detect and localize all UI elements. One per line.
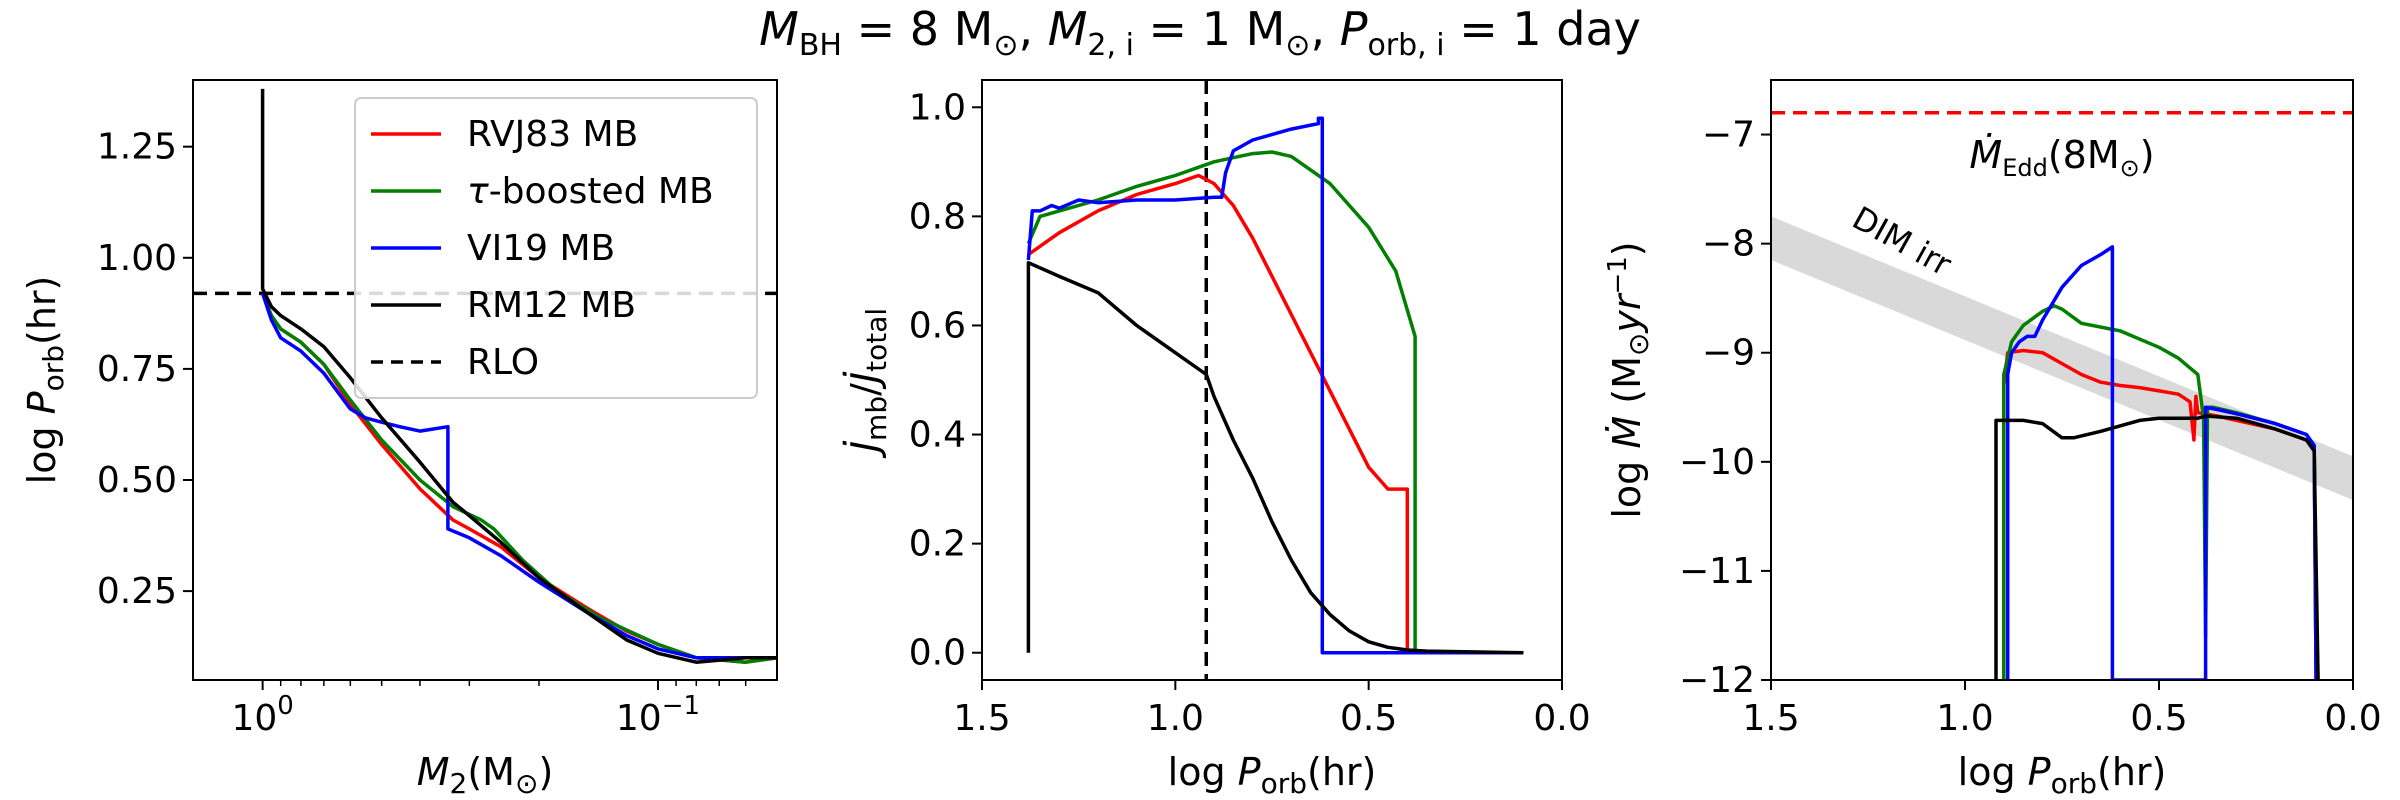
panel-2-frame — [981, 79, 1563, 681]
legend-label: RLO — [467, 342, 539, 383]
y-tick-label: 0.2 — [909, 524, 966, 565]
panel-porb-vs-m2: 0.25 0.50 0.75 1.00 1.25 100 10−1 RVJ83 MB τ-bo… — [20, 79, 778, 800]
legend-box — [354, 97, 758, 399]
x-tick-label: 0.0 — [2324, 698, 2381, 739]
panel-2-ticks: 0.0 0.2 0.4 0.6 0.8 1.0 1.5 1.0 0.5 0.0 — [909, 87, 1591, 739]
y-tick-label: 0.8 — [909, 196, 966, 237]
x-tick-label: 0.5 — [2130, 698, 2187, 739]
panel-mdot: −12 −11 −10 −9 −8 −7 1.5 1.0 0.5 0.0 log Porb(hr)… — [1603, 79, 2382, 800]
y-tick-label: −7 — [1702, 115, 1755, 156]
x-tick-label: 1.5 — [953, 698, 1010, 739]
y-tick-label: 0.4 — [909, 415, 966, 456]
x-tick-label: 100 — [231, 691, 293, 739]
x-tick-label: 1.5 — [1742, 698, 1799, 739]
series-rm12-mb — [1026, 260, 1524, 655]
y-tick-label: −9 — [1702, 333, 1755, 374]
x-tick-label: 1.0 — [1147, 698, 1204, 739]
y-tick-label: −10 — [1679, 442, 1755, 483]
y-tick-label: −11 — [1679, 551, 1755, 592]
panel-3-ylabel: log Ṁ (M⊙yr−1) — [1603, 241, 1655, 518]
eddington-label: ṀEdd(8M⊙) — [1969, 133, 2154, 182]
y-tick-label: 1.0 — [909, 87, 966, 128]
panel-1-ticks: 0.25 0.50 0.75 1.00 1.25 100 10−1 — [97, 127, 747, 739]
figure-title: MBH = 8 M⊙, M2, i = 1 M⊙, Porb, i = 1 da… — [759, 2, 1641, 63]
y-tick-label: 1.25 — [97, 127, 177, 168]
panel-2-xlabel: log Porb(hr) — [1168, 750, 1377, 800]
series-rm12-mb — [1994, 414, 2320, 680]
y-tick-label: 0.25 — [97, 571, 177, 612]
panel-2-marks — [1026, 80, 1524, 680]
series--boosted-mb — [1026, 150, 1524, 655]
panel-1-frame — [192, 79, 778, 681]
x-tick-label: 1.0 — [1936, 698, 1993, 739]
y-tick-label: 0.0 — [909, 633, 966, 674]
x-tick-label: 0.5 — [1340, 698, 1397, 739]
legend: RVJ83 MB τ-boosted MB VI19 MB RM12 MB RLO — [354, 97, 758, 399]
y-tick-label: −8 — [1702, 224, 1755, 265]
legend-label: RM12 MB — [467, 285, 636, 326]
y-tick-label: 0.6 — [909, 305, 966, 346]
series-rm12-mb — [260, 88, 777, 664]
legend-label: τ-boosted MB — [467, 171, 714, 212]
panel-1-xlabel: M2(M⊙) — [417, 750, 554, 800]
series-vi19-mb — [1026, 116, 1524, 655]
dim-irr-band — [1771, 216, 2353, 500]
legend-label: VI19 MB — [467, 228, 615, 269]
panel-3-frame — [1770, 79, 2354, 681]
y-tick-label: 0.75 — [97, 349, 177, 390]
panel-jmb-fraction: 0.0 0.2 0.4 0.6 0.8 1.0 1.5 1.0 0.5 0.0 log Porb(… — [843, 79, 1591, 800]
x-tick-label: 10−1 — [616, 691, 700, 739]
y-tick-label: −12 — [1679, 660, 1755, 701]
y-tick-label: 1.00 — [97, 238, 177, 279]
panel-1-ylabel: log Porb(hr) — [20, 276, 70, 485]
x-tick-label: 0.0 — [1533, 698, 1590, 739]
panel-3-marks — [1771, 110, 2353, 680]
panel-3-xlabel: log Porb(hr) — [1958, 750, 2167, 800]
series-vi19-mb — [2005, 245, 2318, 680]
series-rvj83-mb — [1027, 173, 1524, 655]
y-tick-label: 0.50 — [97, 460, 177, 501]
panel-3-ticks: −12 −11 −10 −9 −8 −7 1.5 1.0 0.5 0.0 — [1679, 115, 2382, 739]
panel-2-ylabel: J̇mb/J̇total — [843, 308, 893, 459]
legend-label: RVJ83 MB — [467, 114, 638, 155]
series-vi19-mb — [260, 292, 777, 660]
